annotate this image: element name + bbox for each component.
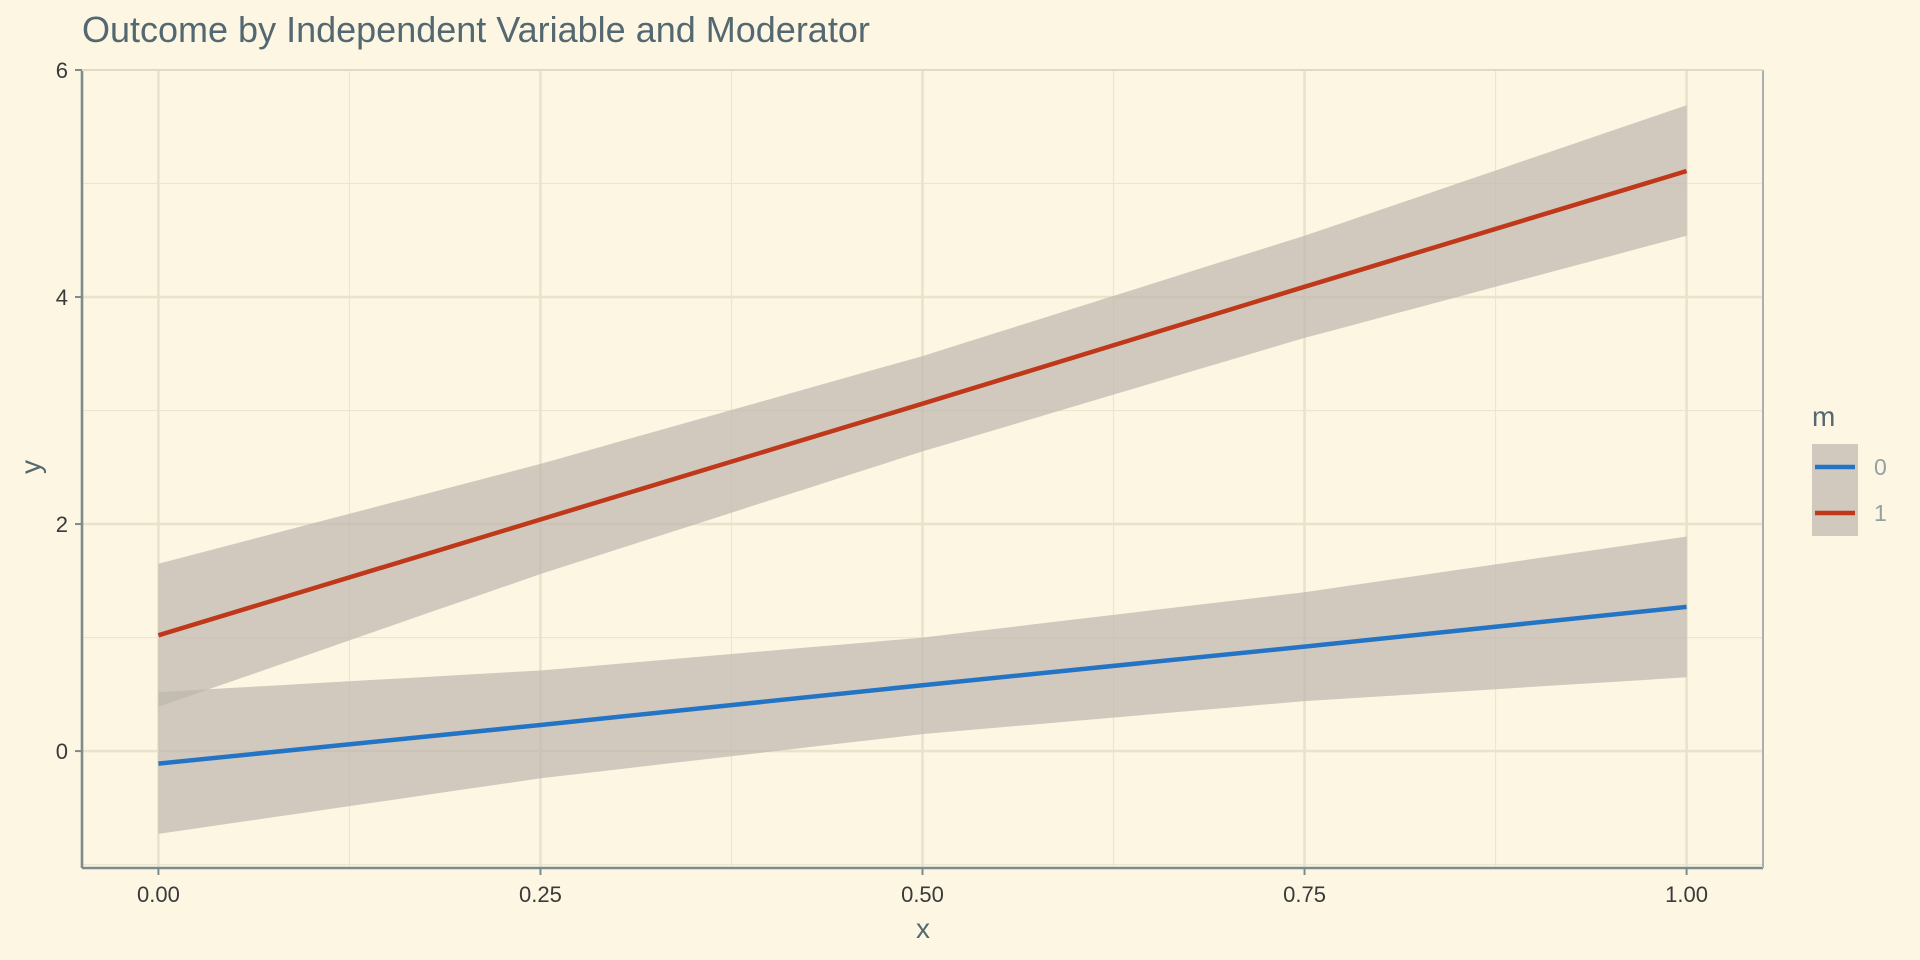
x-tick-label: 0.25 (519, 882, 562, 907)
x-tick-label: 0.75 (1283, 882, 1326, 907)
y-tick-label: 2 (56, 512, 68, 537)
x-axis-title: x (916, 913, 930, 944)
y-tick-label: 6 (56, 58, 68, 83)
legend: m 01 (1812, 401, 1887, 536)
series-line-m-1 (157, 168, 1688, 638)
legend-label-m-1: 1 (1874, 500, 1887, 526)
x-tick-label: 0.00 (137, 882, 180, 907)
chart-title: Outcome by Independent Variable and Mode… (82, 9, 870, 50)
series-line-m-0 (158, 604, 1687, 766)
y-tick-label: 0 (56, 739, 68, 764)
line-layer (157, 168, 1688, 766)
y-axis-title: y (15, 460, 46, 474)
legend-label-m-0: 0 (1874, 454, 1887, 480)
tick-layer: 0.00 0.25 0.50 0.75 1.00 0 2 4 6 (56, 58, 1708, 907)
y-tick-label: 4 (56, 285, 68, 310)
legend-title: m (1812, 401, 1835, 432)
legend-items: 01 (1812, 444, 1887, 536)
x-tick-label: 0.50 (901, 882, 944, 907)
x-tick-label: 1.00 (1665, 882, 1708, 907)
